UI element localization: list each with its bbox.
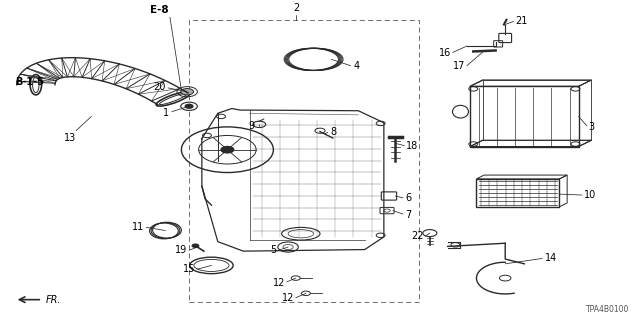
Text: 13: 13 [63,133,76,143]
Circle shape [185,104,193,108]
Text: B-1-5: B-1-5 [15,77,44,87]
Text: 3: 3 [588,122,595,132]
Circle shape [192,244,198,247]
Text: 11: 11 [131,222,144,232]
Text: 7: 7 [405,210,411,220]
Text: 14: 14 [545,253,557,263]
Text: 4: 4 [353,61,359,71]
Text: FR.: FR. [45,295,61,305]
Text: 6: 6 [405,193,411,203]
Text: 21: 21 [515,16,528,26]
Text: 9: 9 [249,121,255,131]
Text: 1: 1 [163,108,169,118]
Text: 20: 20 [153,82,166,92]
Text: 19: 19 [175,245,187,255]
Text: TPA4B0100: TPA4B0100 [586,305,630,314]
Circle shape [180,89,193,95]
Text: 17: 17 [452,61,465,71]
Text: 18: 18 [406,140,419,151]
Bar [476,179,559,207]
Text: E-8: E-8 [150,5,168,15]
Circle shape [221,147,234,153]
Text: 10: 10 [584,190,596,200]
Text: 16: 16 [438,48,451,58]
Text: 12: 12 [273,277,285,288]
Text: 22: 22 [411,231,424,241]
Text: 12: 12 [282,293,294,303]
Text: 5: 5 [270,245,276,255]
Bar [189,20,419,302]
Text: 2: 2 [293,3,300,13]
Text: 15: 15 [183,264,195,274]
Text: 8: 8 [330,127,337,137]
